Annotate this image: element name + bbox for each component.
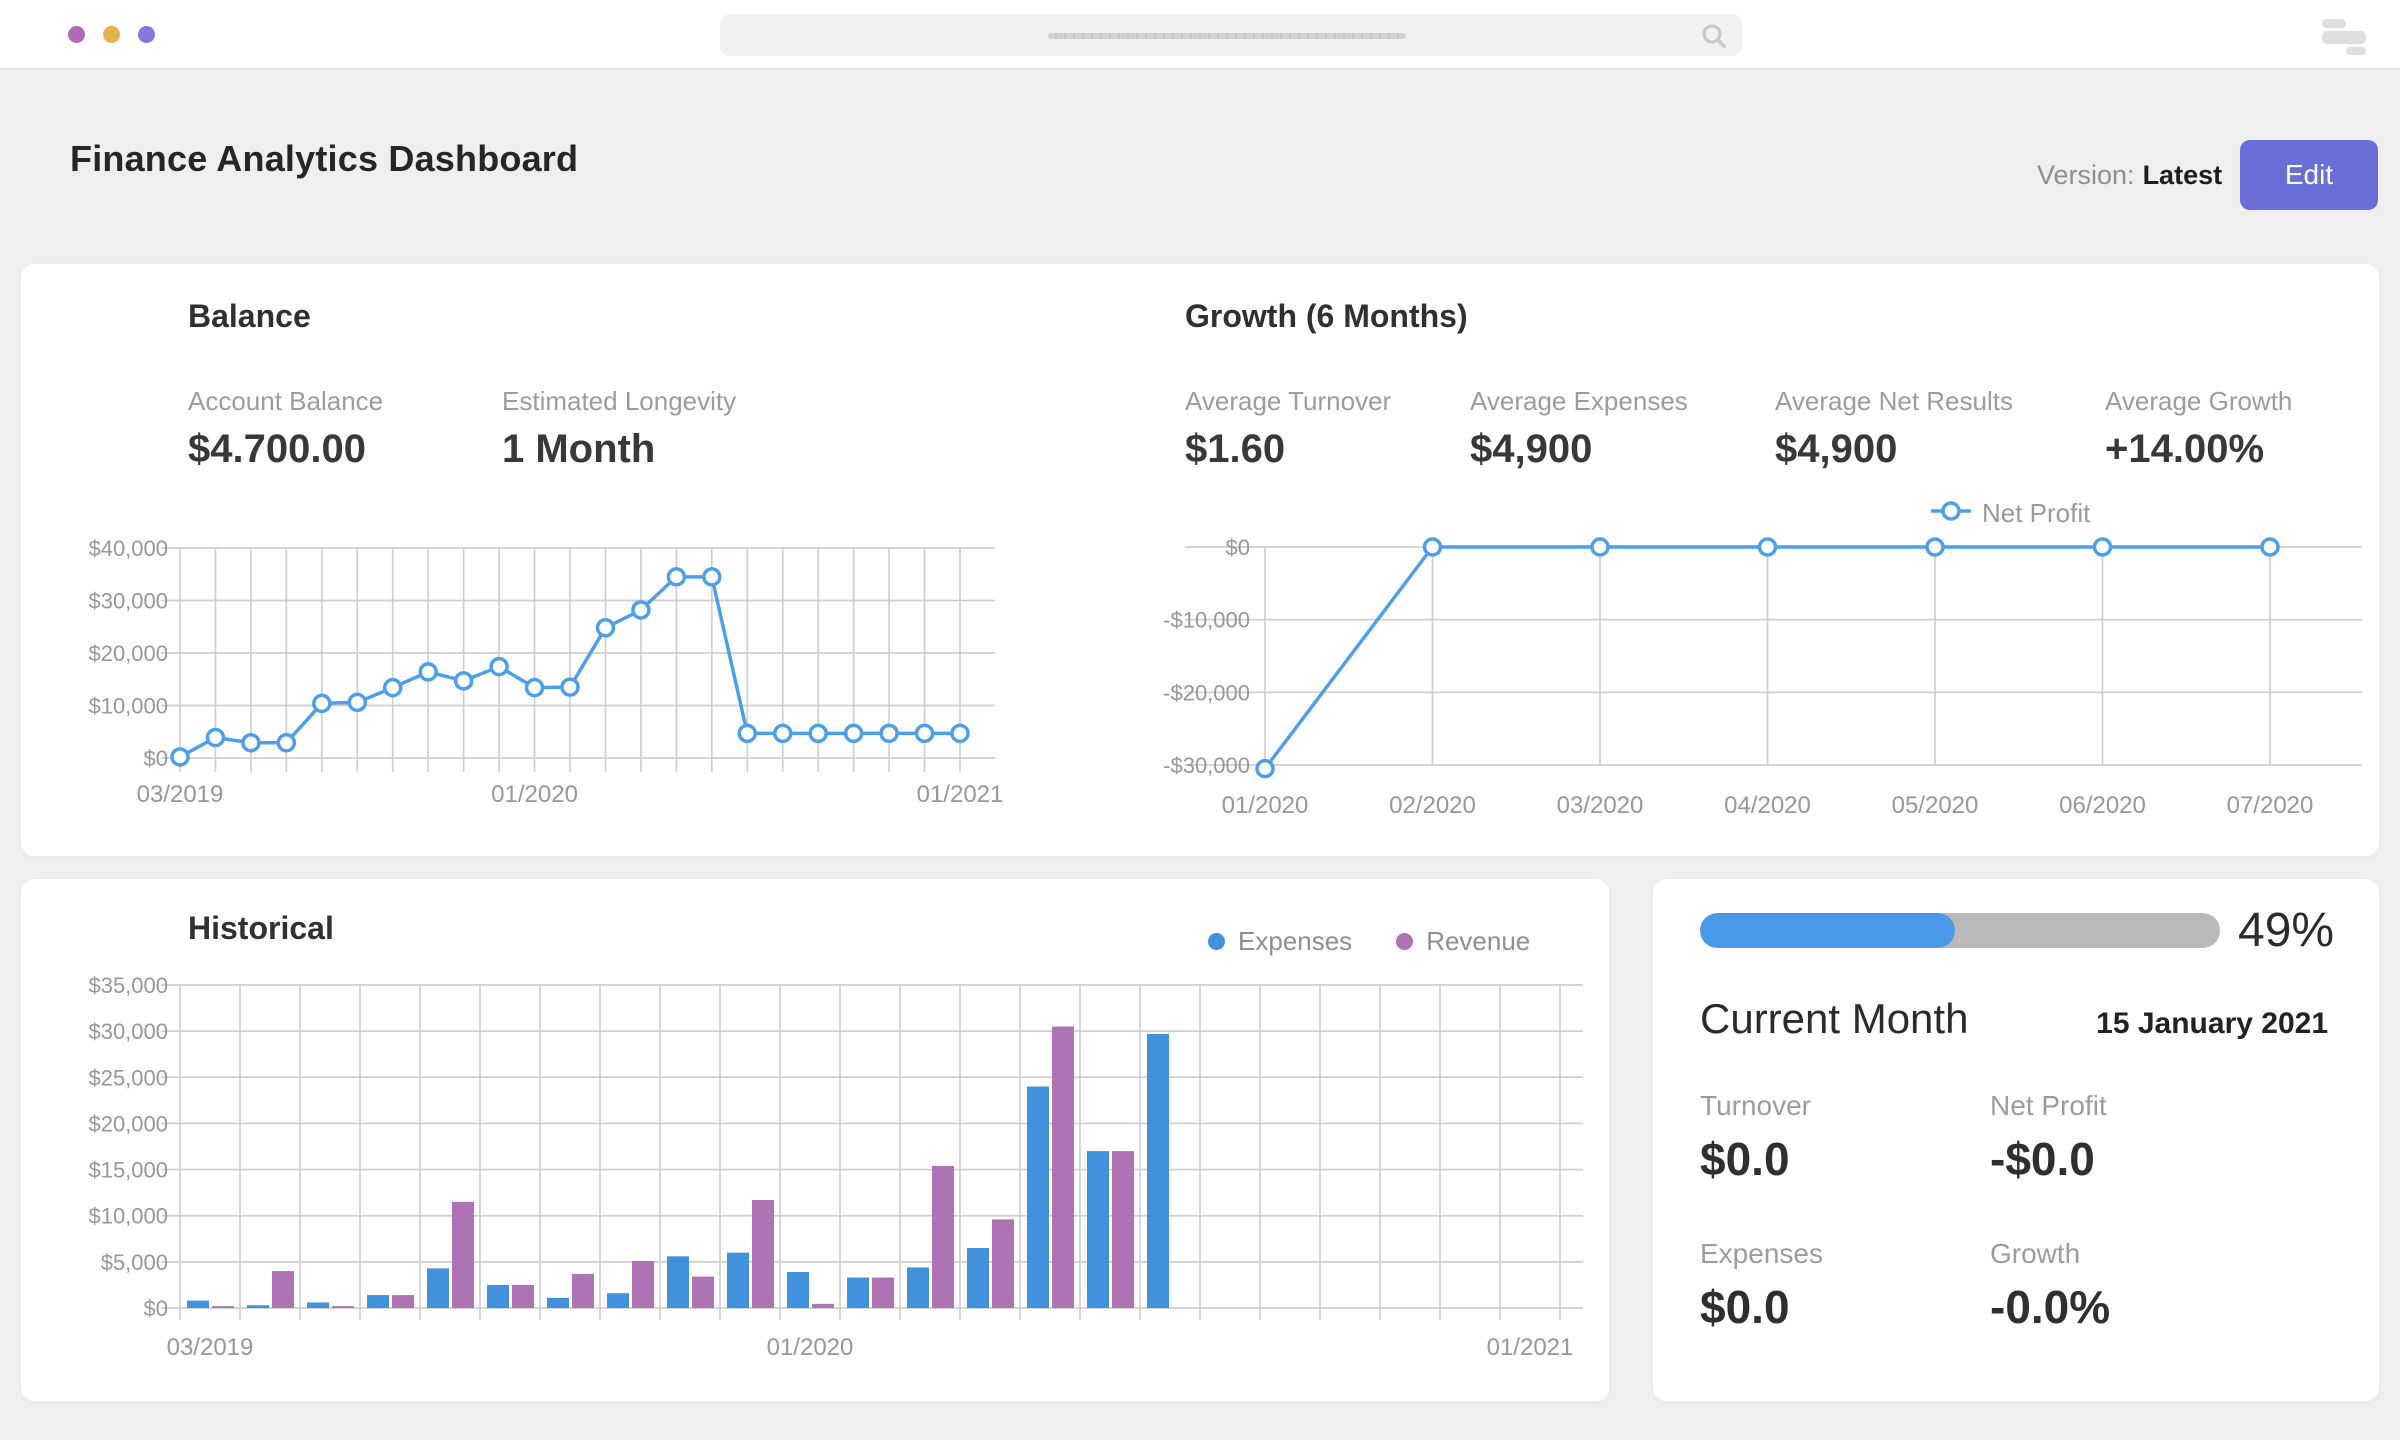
revenue-dot-icon [1396,933,1414,950]
svg-text:-$10,000: -$10,000 [1163,608,1250,633]
search-icon[interactable] [1700,22,1728,55]
svg-text:$30,000: $30,000 [88,1019,168,1044]
stat-label-expenses: Expenses [1700,1238,1823,1269]
progress-percent: 49% [2238,904,2335,957]
historical-title: Historical [188,910,334,946]
version-label: Version: [2037,160,2135,190]
address-bar[interactable] [720,14,1742,56]
svg-text:01/2021: 01/2021 [917,781,1004,808]
stat-average-turnover: Average Turnover $1.60 [1185,386,1391,472]
svg-text:03/2020: 03/2020 [1557,792,1644,819]
browser-menu-icon[interactable] [2322,17,2370,57]
legend-item-expenses: Expenses [1208,926,1352,957]
svg-text:01/2020: 01/2020 [491,781,578,808]
stat-average-growth: Average Growth +14.00% [2105,386,2292,472]
stat-label: Average Growth [2105,386,2293,416]
current-month-title: Current Month [1700,995,1969,1042]
svg-text:$10,000: $10,000 [88,694,168,719]
stat-average-net-results: Average Net Results $4,900 [1775,386,2013,472]
stat-account-balance: Account Balance $4.700.00 [188,386,383,472]
svg-text:01/2020: 01/2020 [767,1334,854,1361]
historical-legend: Expenses Revenue [1208,926,1530,957]
svg-text:$0: $0 [144,746,168,771]
svg-text:$20,000: $20,000 [88,1111,168,1136]
stat-label: Average Turnover [1185,386,1392,416]
window-controls [68,26,155,43]
progress-bar [1700,913,2220,948]
stat-label-net-profit: Net Profit [1990,1090,2107,1121]
stat-estimated-longevity: Estimated Longevity 1 Month [502,386,736,472]
stat-value: $4,900 [1470,427,1593,471]
growth-title: Growth (6 Months) [1185,298,1468,334]
stat-value: 1 Month [502,427,656,471]
svg-text:$20,000: $20,000 [88,641,168,666]
stat-label: Average Expenses [1470,386,1688,416]
stat-label-turnover: Turnover [1700,1090,1812,1121]
window-dot-minimize[interactable] [103,26,120,43]
current-month-card [1652,878,2380,1402]
growth-line-chart: $0 -$10,000 -$20,000 -$30,000 01/2020 02/2020… [1163,535,2362,819]
stat-value-expenses: $0.0 [1700,1281,1790,1333]
legend-item-revenue: Revenue [1396,926,1530,957]
expenses-dot-icon [1208,933,1225,950]
stat-average-expenses: Average Expenses $4,900 [1470,386,1688,472]
window-dot-maximize[interactable] [138,26,155,43]
page-title: Finance Analytics Dashboard [70,138,579,179]
legend-label: Revenue [1426,926,1531,956]
svg-text:01/2021: 01/2021 [1487,1334,1574,1361]
svg-text:$10,000: $10,000 [88,1204,168,1229]
stat-label: Estimated Longevity [502,386,737,416]
svg-text:03/2019: 03/2019 [167,1334,254,1361]
historical-card [20,878,1610,1402]
stat-value: +14.00% [2105,427,2265,471]
svg-text:01/2020: 01/2020 [1222,792,1309,819]
stat-value-net-profit: -$0.0 [1990,1133,2095,1185]
svg-text:$30,000: $30,000 [88,589,168,614]
stat-label: Account Balance [188,386,384,416]
stat-value-turnover: $0.0 [1700,1133,1790,1185]
stat-value: $4,900 [1775,427,1898,471]
current-month-date: 15 January 2021 [2096,1007,2328,1040]
svg-text:04/2020: 04/2020 [1724,792,1811,819]
legend-label: Expenses [1238,926,1353,956]
svg-text:$35,000: $35,000 [88,973,168,998]
svg-text:05/2020: 05/2020 [1892,792,1979,819]
net-profit-marker-icon [1930,500,1972,527]
svg-text:-$20,000: -$20,000 [1163,680,1250,705]
balance-line-chart: $0 $10,000 $20,000 $30,000 $40,000 03/2019 01/… [88,536,1004,808]
stat-value: $4.700.00 [188,427,366,471]
svg-text:$40,000: $40,000 [88,536,168,561]
svg-text:$0: $0 [1226,535,1250,560]
stat-value-growth: -0.0% [1990,1281,2111,1333]
stat-label: Average Net Results [1775,386,2013,416]
version-info: Version: Latest [2037,160,2222,191]
window-dot-close[interactable] [68,26,85,43]
stat-value: $1.60 [1185,427,1286,471]
svg-text:$25,000: $25,000 [88,1065,168,1090]
progress-bar-fill [1700,913,1955,948]
browser-topbar [0,0,2400,70]
svg-text:-$30,000: -$30,000 [1163,753,1250,778]
growth-legend: Net Profit [1930,498,2090,529]
legend-label: Net Profit [1982,498,2091,528]
svg-text:$5,000: $5,000 [101,1250,168,1275]
svg-text:07/2020: 07/2020 [2227,792,2314,819]
balance-title: Balance [188,298,311,334]
address-placeholder-line [1048,33,1406,39]
version-value: Latest [2142,160,2223,190]
svg-text:$15,000: $15,000 [88,1158,168,1183]
historical-bar-chart: $0 $5,000 $10,000 $15,000 $20,000 $25,000 $30,… [88,973,1583,1361]
edit-button[interactable]: Edit [2240,140,2378,210]
svg-text:06/2020: 06/2020 [2059,792,2146,819]
svg-text:$0: $0 [144,1296,168,1321]
svg-text:02/2020: 02/2020 [1389,792,1476,819]
stat-label-growth: Growth [1990,1238,2081,1269]
svg-text:03/2019: 03/2019 [137,781,224,808]
